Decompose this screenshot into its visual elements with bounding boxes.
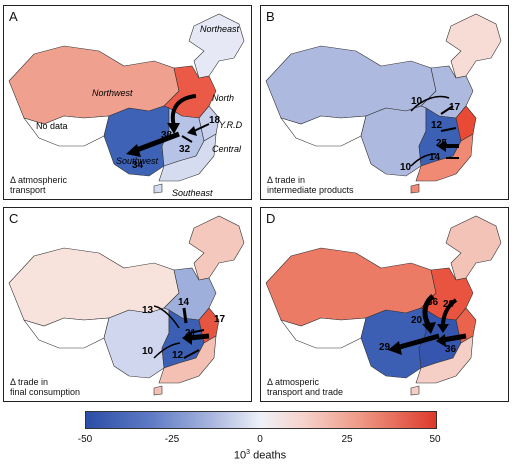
panel-letter: B [266,9,275,24]
flow-value: 29 [379,342,391,353]
region-northeast [445,215,502,281]
region-southwest [103,307,170,379]
panel-letter: A [9,9,18,24]
panel-caption: Δ atmospheric transport [10,175,68,195]
region-label: Central [212,144,242,154]
region-northeast [188,13,245,79]
colorbar [85,411,437,429]
region-label: Southwest [116,156,159,166]
region-southeast [415,335,474,384]
flow-value: 21 [185,328,197,339]
region-northeast [445,13,502,79]
island [410,385,420,396]
colorbar-tick: -25 [164,434,180,445]
region-label: Northwest [92,88,133,98]
region-southwest [360,105,427,177]
region-label: Southeast [172,188,213,198]
flow-value: 17 [214,314,226,325]
region-label: North [212,93,234,103]
region-label: Y.R.D [219,120,243,130]
flow-value: 10 [142,346,154,357]
flow-value: 10 [400,162,412,173]
flow-value: 32 [179,144,191,155]
flow-value: 20 [411,315,423,326]
map-b: 10 17 12 25 14 10 [265,13,502,194]
panel-caption: Δ atmosperic transport and trade [267,377,344,397]
colorbar-tick: 0 [257,434,263,445]
panel-letter: D [266,211,276,226]
flow-value: 25 [436,138,448,149]
flow-value: 10 [411,96,423,107]
island [153,183,163,194]
island [410,183,420,194]
panel-d: 36 20 20 29 36 D Δ atmosperic transport … [260,207,509,402]
island [153,385,163,396]
region-label: No data [36,121,68,131]
region-label: Northeast [200,24,240,34]
map-d: 36 20 20 29 36 [265,215,502,396]
panel-b: 10 17 12 25 14 10 B Δ trade in intermedi… [260,5,509,200]
flow-value: 18 [209,115,221,126]
panel-caption: Δ trade in final consumption [10,377,81,397]
region-yrd [455,105,477,142]
flow-value: 20 [443,299,455,310]
flow-value: 14 [178,297,190,308]
colorbar-tick: -50 [77,434,93,445]
panel-c: 13 14 17 21 10 12 C Δ trade in final con… [3,207,252,402]
colorbar-tick: 25 [341,434,353,445]
colorbar-title: 103 deaths [233,449,287,462]
flow-value: 17 [449,102,461,113]
region-northeast [188,215,245,281]
region-southeast [158,133,217,182]
flow-value: 36 [427,297,439,308]
flow-value: 14 [429,152,441,163]
flow-arrow [133,131,180,154]
map-c: 13 14 17 21 10 12 [8,215,245,396]
flow-value: 38 [161,130,173,141]
flow-value: 12 [431,120,443,131]
flow-value: 13 [142,305,154,316]
region-yrd [198,105,220,142]
colorbar-tick: 50 [429,434,441,445]
panel-caption: Δ trade in intermediate products [267,175,354,195]
panel-letter: C [9,211,19,226]
flow-value: 12 [172,350,184,361]
region-southeast [158,335,217,384]
panel-a: Northeast Northwest North No data Y.R.D … [3,5,252,200]
flow-value: 34 [132,160,144,171]
flow-arrow [170,94,197,127]
flow-value: 36 [445,344,457,355]
map-a: Northeast Northwest North No data Y.R.D … [8,13,245,198]
